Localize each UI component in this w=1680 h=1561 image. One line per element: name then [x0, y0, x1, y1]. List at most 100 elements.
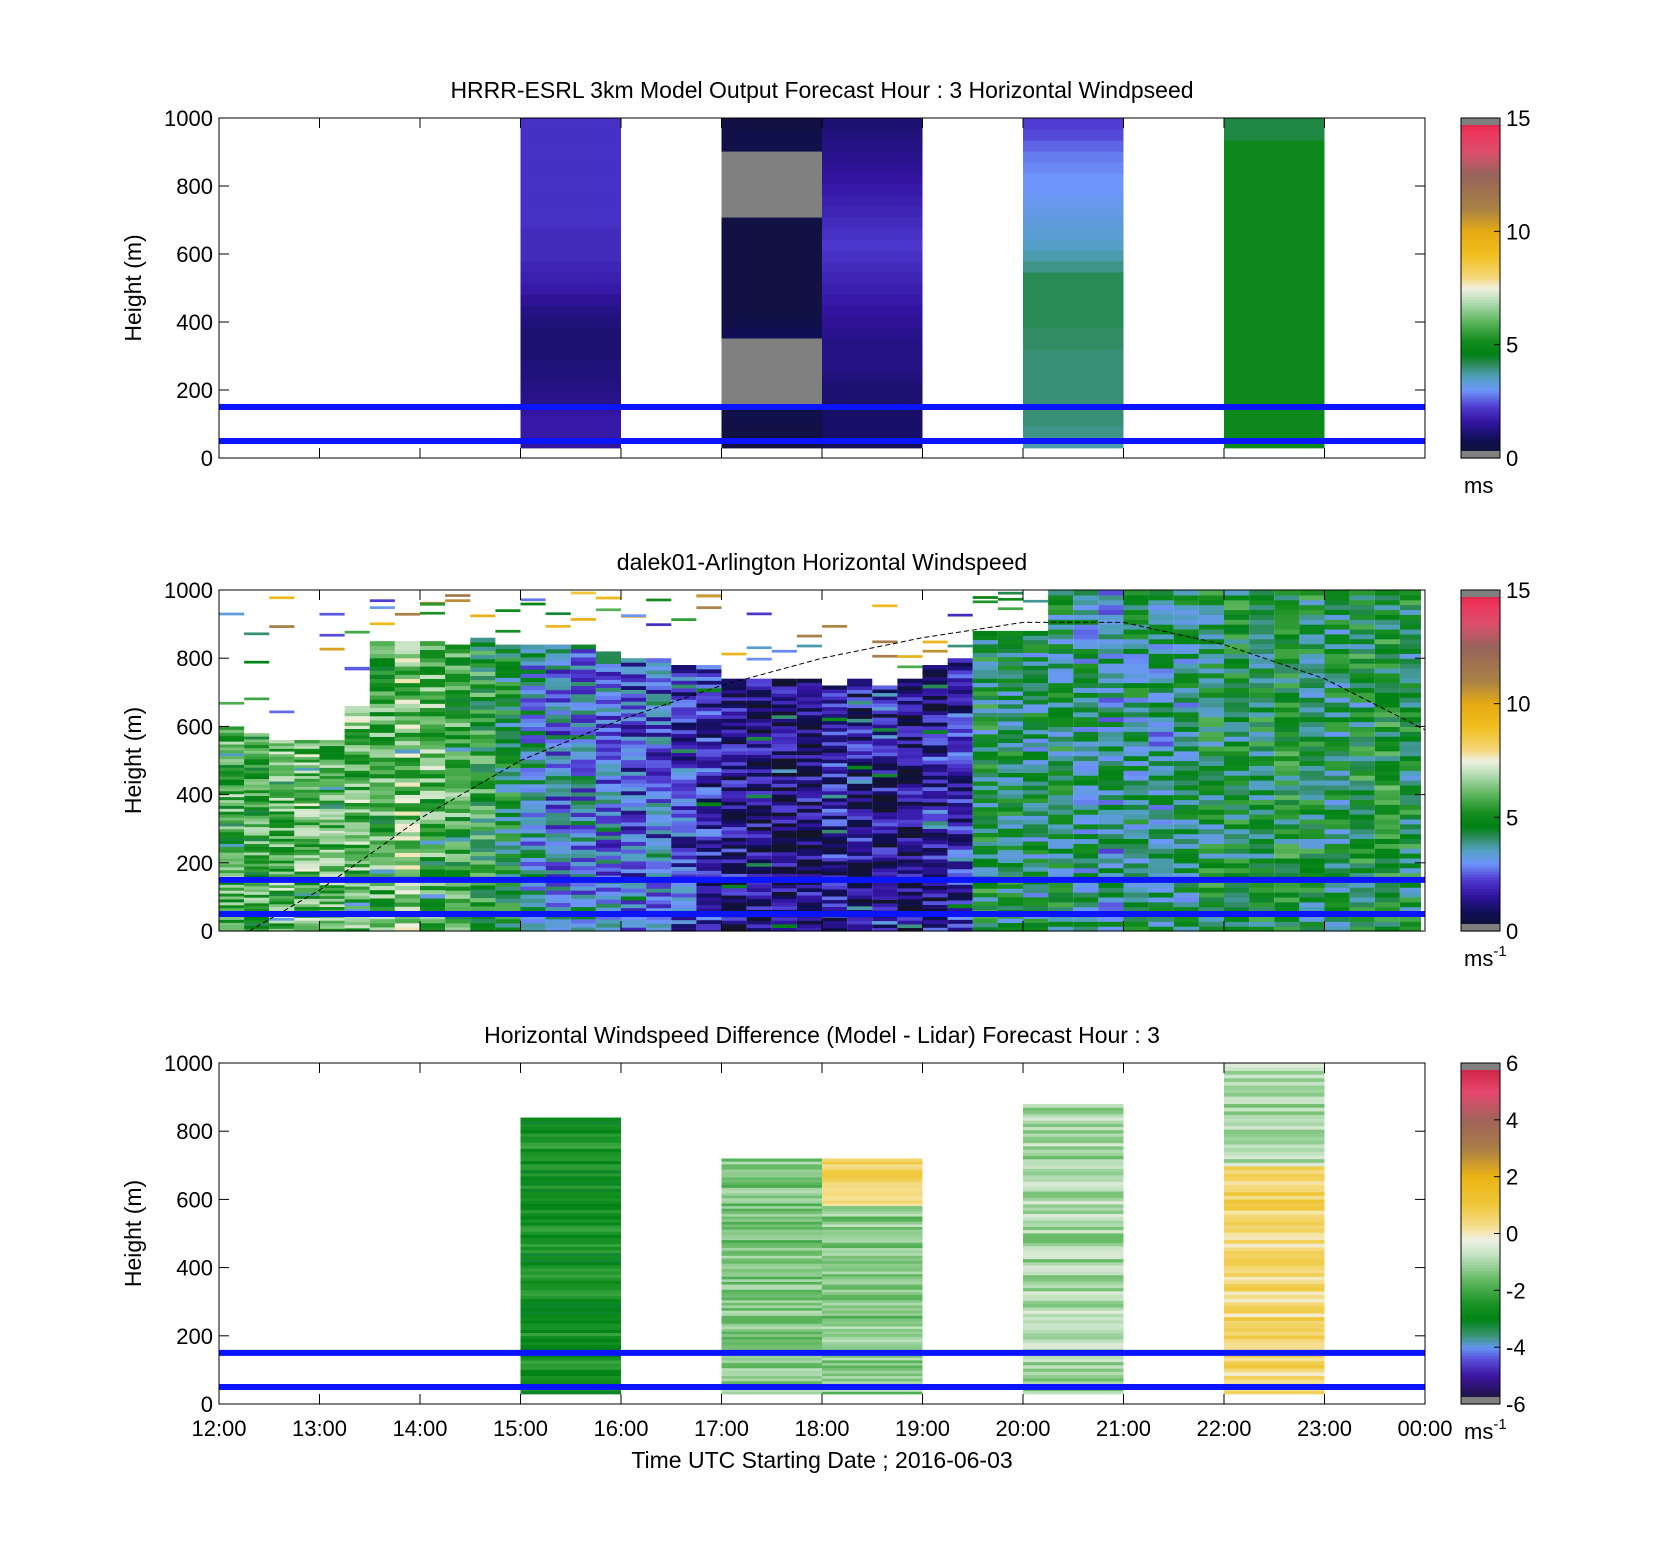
heatmap-cell — [1123, 721, 1149, 727]
heatmap-cell — [1249, 609, 1275, 615]
heatmap-cell — [1048, 916, 1074, 922]
heatmap-cell — [1048, 706, 1074, 713]
heatmap-cell — [520, 1366, 621, 1370]
heatmap-cell — [1173, 804, 1199, 810]
heatmap-cell — [1399, 716, 1421, 723]
heatmap-cell — [470, 667, 496, 672]
heatmap-cell — [369, 699, 395, 704]
heatmap-cell — [1148, 658, 1174, 664]
heatmap-cell — [1023, 1390, 1124, 1395]
heatmap-cell — [822, 713, 848, 718]
heatmap-cell — [394, 864, 420, 870]
heatmap-cell — [1173, 755, 1199, 762]
heatmap-cell — [721, 227, 822, 240]
heatmap-cell — [1299, 682, 1325, 689]
heatmap-cell — [570, 836, 596, 842]
heatmap-cell — [269, 813, 295, 818]
heatmap-cell — [1173, 619, 1199, 625]
heatmap-cell — [696, 771, 722, 776]
heatmap-cell — [269, 753, 295, 758]
heatmap-cell — [495, 898, 521, 903]
heatmap-cell — [470, 905, 496, 911]
heatmap-cell — [972, 840, 998, 846]
colorbar-segment — [1461, 1347, 1500, 1351]
heatmap-cell — [319, 892, 345, 897]
heatmap-cell — [269, 860, 295, 864]
heatmap-cell — [495, 881, 521, 887]
heatmap-cell — [1349, 853, 1375, 859]
heatmap-cell — [520, 873, 546, 879]
colorbar-segment — [1461, 715, 1500, 719]
heatmap-cell — [420, 649, 446, 655]
heatmap-cell — [369, 815, 395, 820]
colorbar-segment — [1461, 823, 1500, 827]
heatmap-cell — [746, 646, 772, 650]
heatmap-cell — [595, 831, 621, 836]
heatmap-cell — [1274, 779, 1300, 786]
heatmap-cell — [495, 767, 521, 773]
heatmap-cell — [1374, 706, 1400, 713]
y-tick-label: 400 — [176, 783, 213, 808]
heatmap-cell — [294, 892, 320, 897]
heatmap-cell — [495, 656, 521, 662]
heatmap-cell — [520, 1289, 621, 1294]
heatmap-cell — [721, 837, 747, 842]
colorbar-segment — [1461, 1097, 1500, 1101]
heatmap-cell — [344, 773, 370, 778]
heatmap-cell — [897, 655, 923, 658]
heatmap-cell — [922, 893, 948, 898]
heatmap-cell — [822, 348, 923, 361]
heatmap-cell — [495, 775, 521, 781]
heatmap-cell — [570, 734, 596, 740]
colorbar-segment — [1461, 1392, 1500, 1397]
heatmap-cell — [319, 873, 345, 878]
colorbar-segment — [1461, 1148, 1500, 1152]
heatmap-cell — [1349, 809, 1375, 815]
heatmap-cell — [872, 804, 898, 809]
heatmap-cell — [1198, 750, 1224, 757]
heatmap-cell — [1123, 624, 1149, 630]
heatmap-cell — [545, 697, 571, 703]
heatmap-cell — [570, 787, 596, 793]
heatmap-cell — [972, 665, 998, 671]
heatmap-cell — [1123, 818, 1149, 825]
colorbar-segment — [1461, 737, 1500, 742]
heatmap-cell — [947, 860, 973, 866]
heatmap-cell — [1224, 804, 1250, 810]
heatmap-cell — [495, 890, 521, 895]
heatmap-cell — [771, 772, 797, 777]
heatmap-cell — [1148, 814, 1174, 820]
heatmap-cell — [696, 729, 722, 735]
colorbar-segment — [1461, 808, 1500, 813]
heatmap-cell — [922, 862, 948, 868]
colorbar-segment — [1461, 1341, 1500, 1345]
heatmap-cell — [847, 790, 873, 795]
heatmap-cell — [1224, 1096, 1325, 1101]
heatmap-cell — [997, 836, 1023, 842]
heatmap-cell — [595, 815, 621, 820]
heatmap-cell — [1374, 741, 1400, 747]
heatmap-cell — [1023, 806, 1049, 812]
heatmap-cell — [621, 892, 647, 897]
heatmap-cell — [319, 860, 345, 864]
heatmap-cell — [1048, 775, 1074, 781]
colorbar-segment — [1461, 805, 1500, 810]
colorbar-segment — [1461, 669, 1500, 674]
heatmap-cell — [520, 714, 546, 719]
heatmap-cell — [595, 923, 621, 928]
heatmap-cell — [897, 894, 923, 900]
heatmap-cell — [520, 922, 546, 928]
heatmap-cell — [369, 926, 395, 932]
heatmap-cell — [1023, 652, 1049, 658]
heatmap-cell — [1224, 628, 1250, 635]
heatmap-cell — [922, 786, 948, 792]
heatmap-cell — [344, 918, 370, 922]
heatmap-cell — [671, 900, 697, 906]
heatmap-cell — [621, 701, 647, 706]
heatmap-cell — [1023, 892, 1049, 898]
heatmap-cell — [1224, 1272, 1325, 1277]
heatmap-cell — [1198, 789, 1224, 796]
heatmap-cell — [1374, 653, 1400, 659]
heatmap-cell — [1224, 731, 1250, 737]
heatmap-cell — [822, 1367, 923, 1371]
